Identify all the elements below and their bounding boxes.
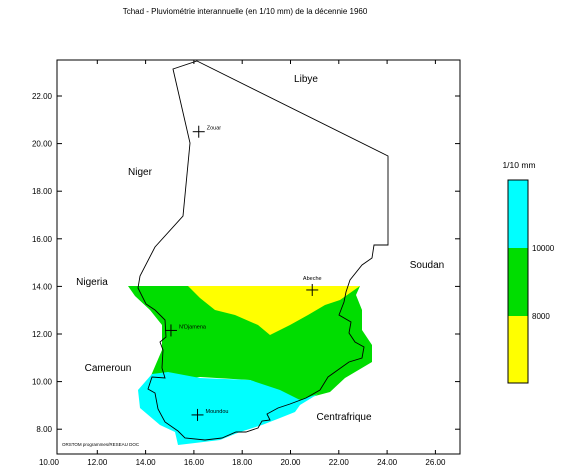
- x-tick-label: 14.00: [136, 458, 157, 467]
- y-tick-label: 18.00: [32, 187, 53, 196]
- city-label: Moundou: [206, 409, 229, 415]
- city-label: N'Djamena: [179, 324, 207, 330]
- legend-break-10000: 10000: [532, 244, 555, 253]
- x-tick-label: 24.00: [377, 458, 398, 467]
- city-label: Zouar: [207, 126, 222, 132]
- y-tick-label: 8.00: [36, 425, 52, 434]
- x-tick-label: 20.00: [280, 458, 301, 467]
- x-tick-label: 18.00: [232, 458, 253, 467]
- city-markers: Zouar Abeche N'Djamena Moundou: [164, 125, 322, 421]
- city-abeche: Abeche: [303, 276, 322, 296]
- label-centrafrique: Centrafrique: [316, 412, 371, 423]
- rainfall-zones: [128, 286, 372, 445]
- x-axis: 10.00 12.00 14.00 16.00 18.00 20.00 22.00 24.00…: [39, 60, 446, 467]
- y-tick-label: 12.00: [32, 330, 53, 339]
- x-tick-label: 16.00: [184, 458, 205, 467]
- legend-swatch-mid: [508, 248, 528, 316]
- zone-cyan-above-10000: [138, 372, 318, 445]
- x-tick-label: 22.00: [329, 458, 350, 467]
- label-nigeria: Nigeria: [76, 277, 108, 288]
- credit-text: ORSTOM programmes/RESEAU DOC: [62, 442, 140, 447]
- label-soudan: Soudan: [410, 260, 444, 271]
- label-cameroun: Cameroun: [85, 363, 132, 374]
- legend-swatch-high: [508, 180, 528, 248]
- y-tick-label: 14.00: [32, 282, 53, 291]
- legend: 1/10 mm 10000 8000: [502, 160, 555, 384]
- city-moundou: Moundou: [191, 408, 229, 421]
- city-label: Abeche: [303, 276, 322, 282]
- legend-frame: [507, 179, 529, 384]
- x-tick-label: 10.00: [39, 458, 60, 467]
- legend-swatch-low: [508, 316, 528, 383]
- y-tick-label: 20.00: [32, 140, 53, 149]
- label-niger: Niger: [128, 167, 153, 178]
- zone-yellow-below-8000: [188, 286, 360, 335]
- x-tick-label: 26.00: [425, 458, 446, 467]
- legend-break-8000: 8000: [532, 312, 550, 321]
- zone-green-8000-10000: [128, 286, 372, 400]
- map-title: Tchad - Pluviométrie interannuelle (en 1…: [123, 7, 368, 16]
- city-ndjamena: N'Djamena: [164, 324, 207, 337]
- x-tick-label: 12.00: [87, 458, 108, 467]
- y-tick-label: 16.00: [32, 235, 53, 244]
- y-axis: 22.00 20.00 18.00 16.00 14.00 12.00 10.00 8.00: [32, 92, 460, 434]
- legend-title: 1/10 mm: [502, 160, 535, 170]
- y-tick-label: 10.00: [32, 378, 53, 387]
- city-zouar: Zouar: [192, 125, 222, 138]
- y-tick-label: 22.00: [32, 92, 53, 101]
- label-libye: Libye: [294, 74, 318, 85]
- chad-border: [137, 60, 389, 441]
